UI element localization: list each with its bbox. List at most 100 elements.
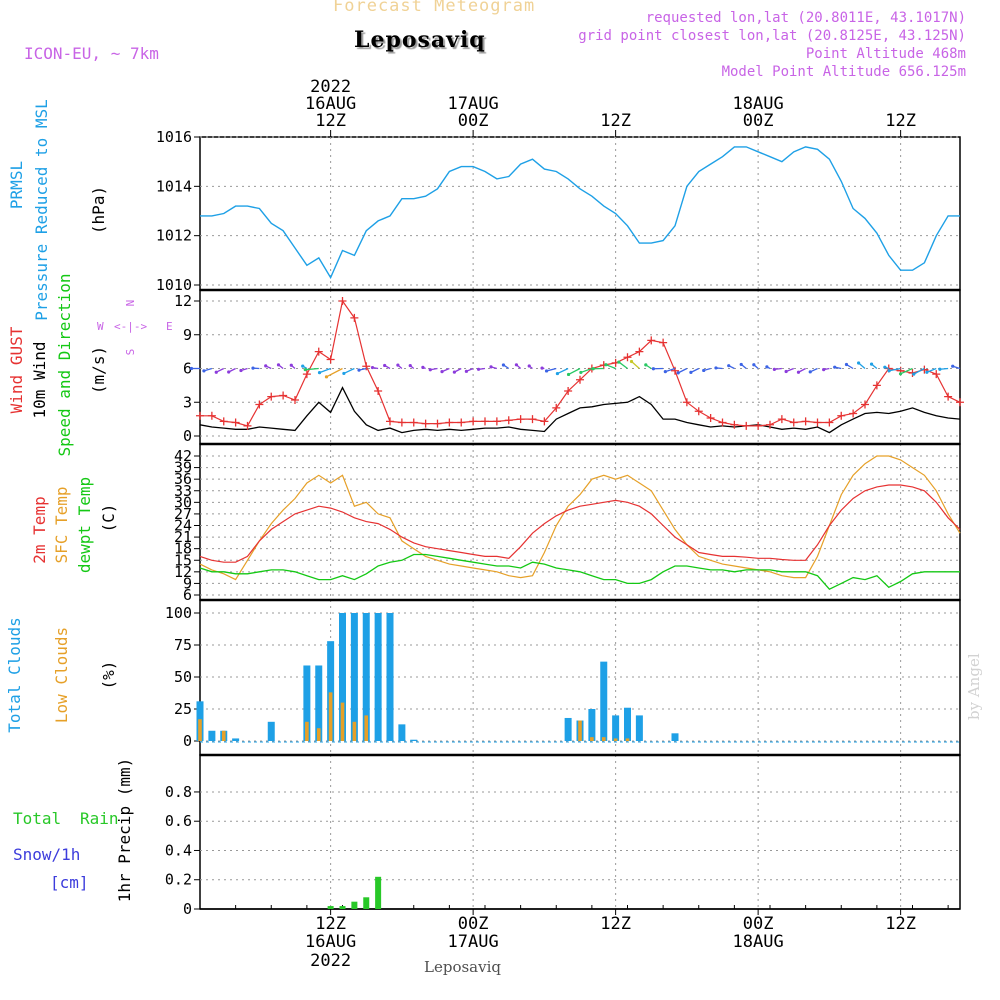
gust-marker bbox=[421, 419, 430, 428]
total-cloud-bar bbox=[386, 613, 394, 741]
bottom-hour-label: 12Z bbox=[315, 914, 346, 934]
top-date-label: 16AUG bbox=[305, 94, 356, 114]
wind-arrow-head bbox=[676, 371, 680, 375]
wind-arrow-head bbox=[883, 365, 887, 369]
total-cloud-bar bbox=[362, 613, 370, 741]
precip-unit-label: 1hr Precip (mm) bbox=[115, 758, 134, 903]
wind-arrow-head bbox=[772, 367, 776, 371]
wind-arrow-head bbox=[591, 367, 595, 371]
gust-marker bbox=[754, 421, 763, 430]
temperature-tick-label: 24 bbox=[174, 517, 192, 535]
bottom-hour-label: 00Z bbox=[743, 914, 774, 934]
gust-marker bbox=[255, 400, 264, 409]
gust-marker bbox=[350, 313, 359, 322]
wind-arrow-head bbox=[629, 359, 634, 364]
gust-marker bbox=[956, 398, 964, 407]
wind-direction-arrow bbox=[605, 364, 616, 370]
temperature-tick-label: 6 bbox=[183, 586, 192, 604]
wind-arrow-head bbox=[784, 369, 788, 374]
wind-arrow-head bbox=[383, 363, 387, 368]
top-date-label: 18AUG bbox=[733, 94, 784, 114]
wind-10m-label: 10m Wind bbox=[30, 341, 49, 418]
wind-arrow-head bbox=[689, 370, 693, 374]
wind-arrow-head bbox=[370, 365, 375, 370]
gust-marker bbox=[433, 419, 442, 428]
prmsl-label: PRMSL bbox=[7, 161, 26, 209]
gust-marker bbox=[492, 417, 501, 426]
sfc-temp-label: SFC Temp bbox=[52, 486, 71, 563]
clouds-tick-label: 0 bbox=[183, 732, 192, 750]
gust-marker bbox=[291, 396, 299, 404]
gust-marker bbox=[445, 418, 454, 427]
wind-arrow-head bbox=[276, 363, 281, 367]
pressure-panel-frame bbox=[199, 136, 961, 291]
wind-direction-arrow bbox=[889, 367, 901, 372]
gust-marker bbox=[279, 391, 288, 400]
wind-arrow-head bbox=[189, 366, 194, 371]
wind-panel-frame bbox=[199, 289, 961, 445]
gust-marker bbox=[944, 392, 953, 401]
bottom-date-label: 16AUG bbox=[305, 932, 356, 952]
wind-arrow-head bbox=[833, 365, 837, 369]
wind-tick-label: 0 bbox=[183, 427, 192, 445]
low-cloud-bar bbox=[340, 702, 345, 741]
wind-arrow-head bbox=[289, 363, 293, 367]
total-clouds-label: Total Clouds bbox=[5, 617, 24, 733]
wind-arrow-head bbox=[765, 365, 769, 369]
total-label: Total bbox=[13, 809, 61, 828]
gust-marker bbox=[694, 407, 703, 416]
wind-arrow-head bbox=[912, 372, 916, 376]
gust-marker bbox=[623, 353, 632, 362]
wind-tick-label: 6 bbox=[183, 360, 192, 378]
hpa-unit-label: (hPa) bbox=[89, 186, 108, 234]
location-title: Leposaviq bbox=[354, 27, 486, 53]
snow-unit-label: [cm] bbox=[50, 873, 89, 892]
precip-tick-label: 0.4 bbox=[165, 841, 192, 859]
total-cloud-bar bbox=[612, 715, 620, 741]
wind-arrow-head bbox=[239, 368, 243, 373]
top-hour-label: 12Z bbox=[600, 111, 631, 131]
clouds-tick-label: 50 bbox=[174, 668, 192, 686]
total-cloud-bar bbox=[327, 641, 335, 741]
wind-arrow-head bbox=[440, 370, 444, 374]
bottom-location: Leposaviq bbox=[424, 958, 501, 976]
rain-bar bbox=[339, 906, 346, 909]
wind-direction-arrow bbox=[900, 367, 913, 375]
compass-w: W bbox=[97, 320, 104, 333]
top-hour-label: 00Z bbox=[458, 111, 489, 131]
temperature-tick-label: 33 bbox=[174, 482, 192, 500]
bottom-hour-label: 12Z bbox=[600, 914, 631, 934]
model-altitude: Model Point Altitude 656.125m bbox=[721, 64, 966, 80]
wind-arrow-head bbox=[214, 370, 218, 374]
wind-arrow-head bbox=[317, 371, 322, 375]
gust-marker bbox=[706, 414, 715, 422]
low-cloud-bar bbox=[578, 720, 582, 741]
gust-marker bbox=[481, 417, 489, 426]
compass-arrow: <-|-> bbox=[114, 320, 147, 333]
gust-marker bbox=[576, 375, 584, 384]
pressure-tick-label: 1014 bbox=[156, 177, 192, 195]
wind-arrow-head bbox=[938, 367, 942, 371]
bottom-date-label: 17AUG bbox=[448, 932, 499, 952]
low-cloud-bar bbox=[601, 737, 606, 741]
wind-arrow-head bbox=[887, 369, 891, 373]
wind-direction-arrow bbox=[580, 367, 593, 374]
gust-marker bbox=[231, 418, 240, 427]
temperature-tick-label: 36 bbox=[174, 470, 192, 488]
temperature-tick-label: 30 bbox=[174, 493, 192, 511]
total-cloud-bar bbox=[374, 613, 382, 741]
rain-bar bbox=[363, 897, 370, 909]
temperature-tick-label: 15 bbox=[174, 551, 192, 569]
wind-arrow-head bbox=[644, 363, 648, 367]
wind-arrow-head bbox=[617, 360, 621, 364]
pressure-tick-label: 1016 bbox=[156, 128, 192, 146]
pressure-msl-label: Pressure Reduced to MSL bbox=[32, 99, 51, 321]
low-cloud-bar bbox=[305, 721, 309, 741]
total-cloud-bar bbox=[671, 733, 679, 741]
wind-arrow-head bbox=[357, 368, 361, 372]
gust-marker bbox=[374, 387, 383, 395]
gust-marker bbox=[682, 398, 691, 407]
gust-marker bbox=[528, 415, 537, 424]
gust-marker bbox=[730, 420, 739, 429]
